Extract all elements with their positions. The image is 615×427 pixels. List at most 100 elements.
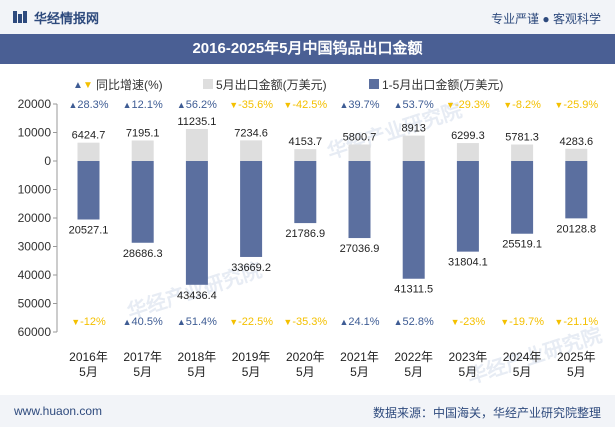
legend-jan-may-label: 1-5月出口金额(万美元): [382, 77, 503, 92]
down-arrow-icon: ▼: [554, 317, 563, 327]
jan-may-value-label: 31804.1: [448, 257, 488, 269]
up-arrow-icon: ▲: [68, 100, 77, 110]
up-arrow-icon: ▲: [177, 317, 186, 327]
legend-may-label: 5月出口金额(万美元): [216, 77, 327, 92]
yoy-value: 51.4%: [186, 316, 217, 328]
yoy-value: -29.3%: [455, 99, 490, 111]
yoy-up-label: ▲53.7%: [394, 99, 434, 111]
jan-may-bar: [240, 161, 263, 257]
may-bar: [131, 140, 154, 161]
yoy-value: 53.7%: [403, 99, 434, 111]
jan-may-bar: [77, 161, 100, 220]
x-tick-label: 2024年: [503, 350, 542, 364]
yoy-value: -25.9%: [563, 99, 598, 111]
yoy-down-label: ▼-12%: [71, 316, 106, 328]
may-value-label: 6299.3: [451, 130, 485, 142]
x-tick-label: 2021年: [340, 350, 379, 364]
may-value-label: 7195.1: [126, 127, 160, 139]
jan-may-bar: [402, 161, 425, 279]
yoy-value: -21.1%: [563, 316, 598, 328]
yoy-value: -19.7%: [509, 316, 544, 328]
may-value-label: 6424.7: [72, 130, 106, 142]
down-arrow-icon: ▼: [500, 317, 509, 327]
yoy-value: 24.1%: [348, 316, 379, 328]
yoy-up-label: ▲40.5%: [123, 316, 163, 328]
x-tick-label: 2020年: [286, 350, 325, 364]
down-arrow-icon: ▼: [446, 100, 455, 110]
y-tick-label: 10000: [18, 126, 52, 140]
up-arrow-icon: ▲: [394, 317, 403, 327]
yoy-labels: ▲28.3%▼-12%▲12.1%▲40.5%▲56.2%▲51.4%▼-35.…: [68, 99, 598, 328]
site-name: 华经情报网: [34, 10, 100, 26]
y-tick-label: 10000: [18, 183, 52, 197]
yoy-up-label: ▲56.2%: [177, 99, 217, 111]
may-value-label: 5800.7: [343, 131, 377, 143]
x-tick-label: 2023年: [449, 350, 488, 364]
up-arrow-icon: ▲: [123, 100, 132, 110]
x-tick-label: 5月: [513, 365, 532, 379]
yoy-value: -42.5%: [292, 99, 327, 111]
legend: ▲ ▼ 同比增速(%) 5月出口金额(万美元) 1-5月出口金额(万美元): [73, 77, 503, 92]
legend-down-arrow-icon: ▼: [83, 80, 93, 91]
x-tick-label: 5月: [133, 365, 152, 379]
up-arrow-icon: ▲: [123, 317, 132, 327]
yoy-value: 28.3%: [77, 99, 108, 111]
legend-jan-may-swatch: [369, 79, 379, 89]
jan-may-bar: [565, 161, 588, 219]
yoy-value: -8.2%: [512, 99, 541, 111]
yoy-value: 56.2%: [186, 99, 217, 111]
yoy-down-label: ▼-29.3%: [446, 99, 490, 111]
yoy-value: -35.6%: [238, 99, 273, 111]
logo-icon: [13, 11, 27, 23]
yoy-up-label: ▲24.1%: [339, 316, 379, 328]
yoy-down-label: ▼-23%: [451, 316, 486, 328]
x-tick-label: 5月: [404, 365, 423, 379]
chart-title: 2016-2025年5月中国钨品出口金额: [0, 34, 615, 64]
jan-may-bar: [511, 161, 534, 234]
legend-up-arrow-icon: ▲: [73, 80, 83, 91]
x-tick-label: 2022年: [394, 350, 433, 364]
yoy-down-label: ▼-21.1%: [554, 316, 598, 328]
bars: [77, 128, 588, 285]
down-arrow-icon: ▼: [283, 317, 292, 327]
up-arrow-icon: ▲: [394, 100, 403, 110]
yoy-down-label: ▼-8.2%: [503, 99, 541, 111]
may-bar: [456, 143, 479, 161]
yoy-up-label: ▲28.3%: [68, 99, 108, 111]
down-arrow-icon: ▼: [71, 317, 80, 327]
may-bar: [294, 149, 317, 161]
jan-may-value-label: 20128.8: [556, 223, 596, 235]
y-tick-label: 20000: [18, 211, 52, 225]
x-tick-label: 5月: [242, 365, 261, 379]
jan-may-value-label: 41311.5: [394, 284, 433, 296]
jan-may-bar: [131, 161, 154, 243]
x-tick-label: 5月: [79, 365, 98, 379]
jan-may-value-label: 43436.4: [177, 290, 217, 302]
footer-url[interactable]: www.huaon.com: [14, 404, 103, 418]
down-arrow-icon: ▼: [554, 100, 563, 110]
y-tick-label: 50000: [18, 297, 52, 311]
down-arrow-icon: ▼: [283, 100, 292, 110]
yoy-up-label: ▲39.7%: [339, 99, 379, 111]
y-tick-label: 30000: [18, 240, 52, 254]
legend-yoy-label: 同比增速(%): [96, 78, 163, 92]
jan-may-value-label: 25519.1: [502, 239, 542, 251]
yoy-down-label: ▼-22.5%: [229, 316, 273, 328]
y-axis: 20000 10000 0 10000 20000 30000 40000 50000 6000…: [18, 97, 58, 339]
yoy-down-label: ▼-19.7%: [500, 316, 544, 328]
logo: 华经情报网: [12, 9, 100, 26]
jan-may-bar: [185, 161, 208, 285]
jan-may-value-label: 20527.1: [69, 225, 109, 237]
may-value-label: 4153.7: [288, 136, 322, 148]
yoy-up-label: ▲52.8%: [394, 316, 434, 328]
x-tick-label: 2017年: [123, 350, 162, 364]
yoy-down-label: ▼-25.9%: [554, 99, 598, 111]
may-bar: [402, 135, 425, 161]
y-tick-label: 40000: [18, 268, 52, 282]
jan-may-bar: [348, 161, 371, 239]
may-value-label: 7234.6: [234, 127, 268, 139]
may-value-label: 11235.1: [177, 116, 216, 128]
jan-may-value-label: 28686.3: [123, 248, 163, 260]
up-arrow-icon: ▲: [177, 100, 186, 110]
